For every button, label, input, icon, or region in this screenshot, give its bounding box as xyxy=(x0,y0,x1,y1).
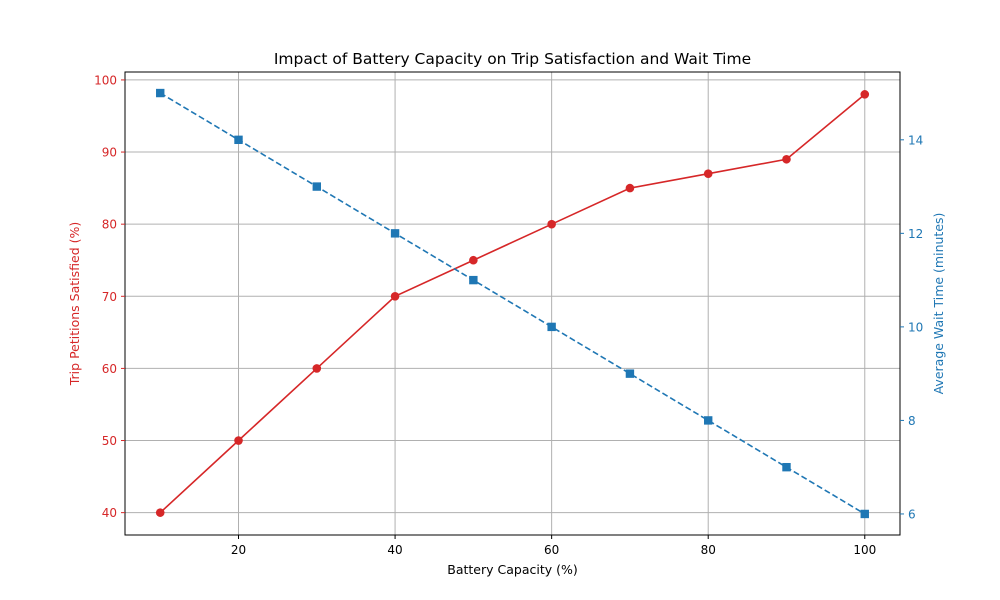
data-point-satisfied xyxy=(234,436,243,445)
y-left-tick-label: 40 xyxy=(102,506,117,520)
data-point-wait-time xyxy=(156,88,165,98)
series-layer xyxy=(155,88,870,519)
series-line-satisfied xyxy=(159,93,866,514)
series-line-wait-time xyxy=(159,92,866,515)
data-point-wait-time xyxy=(312,182,321,191)
y-right-tick-label: 6 xyxy=(908,507,916,521)
data-point-satisfied xyxy=(782,154,791,164)
y-left-tick-label: 100 xyxy=(94,73,117,87)
x-tick-label: 40 xyxy=(387,543,402,557)
data-point-wait-time xyxy=(860,509,869,519)
data-point-satisfied xyxy=(390,291,400,301)
y-left-tick-label: 80 xyxy=(102,218,117,232)
data-point-satisfied xyxy=(625,183,635,193)
x-tick-label: 20 xyxy=(231,543,246,557)
data-point-satisfied xyxy=(547,219,556,229)
y-left-tick-label: 50 xyxy=(102,434,117,448)
data-point-wait-time xyxy=(547,322,556,332)
y-left-tick-label: 60 xyxy=(102,362,117,376)
data-point-satisfied xyxy=(155,508,165,517)
x-axis-label: Battery Capacity (%) xyxy=(447,562,577,577)
data-point-satisfied xyxy=(703,169,713,178)
data-point-wait-time xyxy=(390,229,400,238)
data-point-wait-time xyxy=(469,275,478,285)
data-point-wait-time xyxy=(625,369,635,378)
data-point-wait-time xyxy=(782,462,791,472)
y-axis-label-left: Trip Petitions Satisfied (%) xyxy=(67,222,82,387)
data-point-satisfied xyxy=(312,364,322,373)
x-tick-label: 60 xyxy=(544,543,559,557)
plot-frame xyxy=(124,71,901,536)
data-point-wait-time xyxy=(234,135,243,145)
y-left-tick-label: 70 xyxy=(102,290,117,304)
chart-title: Impact of Battery Capacity on Trip Satis… xyxy=(274,50,751,68)
ticks: 20 40 60 80 100 40 50 60 70 80 90 100 6 8 10 12 14 xyxy=(94,73,923,557)
y-right-tick-label: 14 xyxy=(908,133,923,147)
x-tick-label: 80 xyxy=(701,543,716,557)
grid xyxy=(125,72,900,535)
data-point-satisfied xyxy=(469,255,478,265)
y-right-tick-label: 8 xyxy=(908,414,916,428)
y-right-tick-label: 12 xyxy=(908,227,923,241)
y-axis-label-right: Average Wait Time (minutes) xyxy=(931,213,946,395)
x-tick-label: 100 xyxy=(853,543,876,557)
data-point-satisfied xyxy=(860,90,870,99)
y-left-tick-label: 90 xyxy=(102,146,117,160)
data-point-wait-time xyxy=(704,416,713,425)
y-right-tick-label: 10 xyxy=(908,320,923,334)
